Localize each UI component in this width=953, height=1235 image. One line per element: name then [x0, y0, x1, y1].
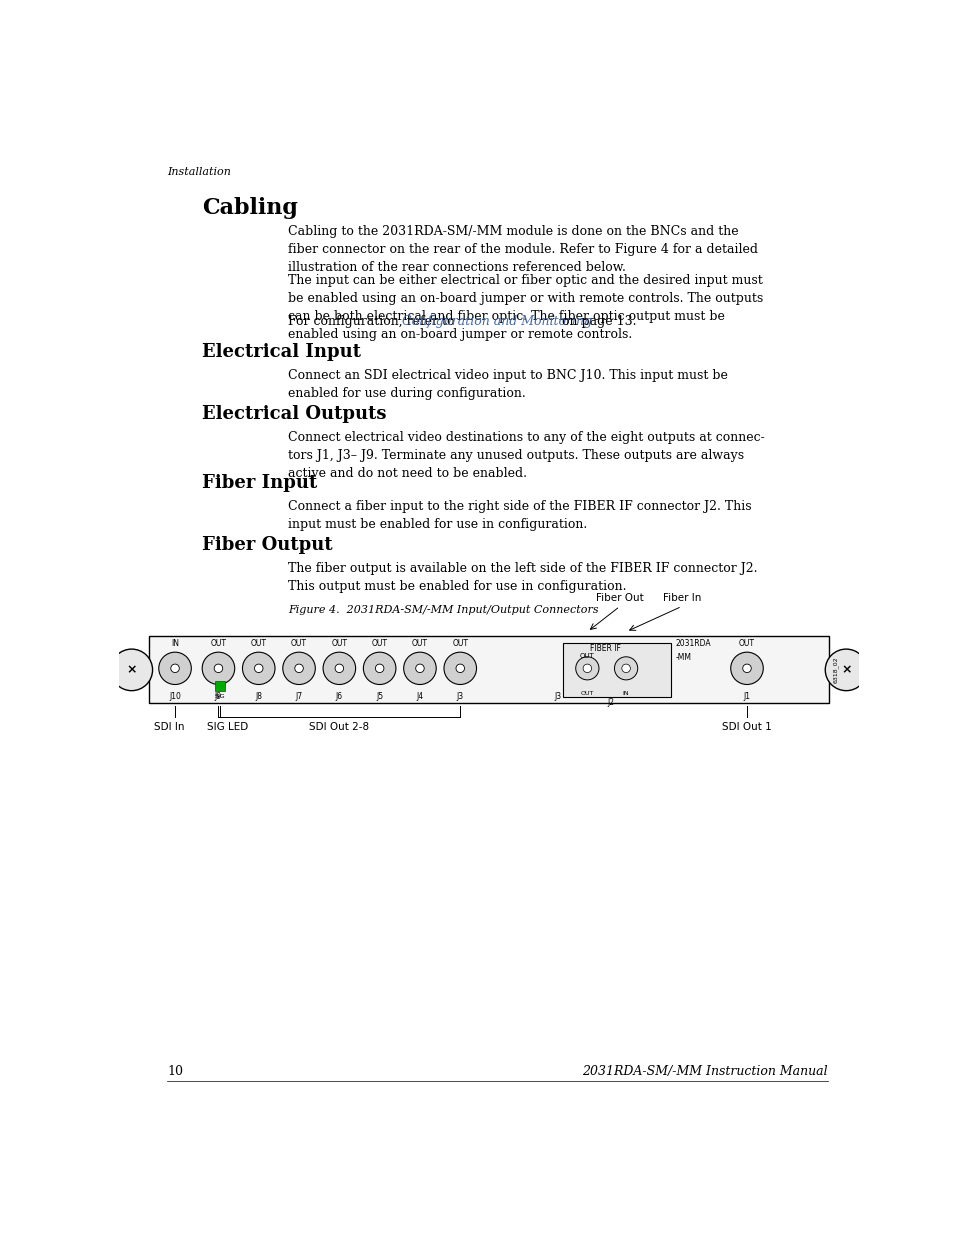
Text: The input can be either electrical or fiber optic and the desired input must
be : The input can be either electrical or fi…: [288, 274, 762, 341]
Text: J3: J3: [554, 692, 561, 701]
Bar: [149, 636, 828, 704]
Circle shape: [582, 664, 591, 673]
Text: SDI In: SDI In: [153, 721, 184, 732]
Text: OUT: OUT: [579, 653, 594, 659]
Text: 2031RDA-SM/-MM Instruction Manual: 2031RDA-SM/-MM Instruction Manual: [581, 1065, 827, 1078]
Circle shape: [171, 664, 179, 673]
Circle shape: [363, 652, 395, 684]
Text: J3: J3: [456, 692, 463, 701]
Text: ×: ×: [126, 663, 137, 677]
Circle shape: [111, 650, 152, 690]
Text: SDI Out 2-8: SDI Out 2-8: [309, 721, 369, 732]
Text: SIG: SIG: [214, 694, 225, 699]
Text: J6: J6: [335, 692, 342, 701]
Circle shape: [323, 652, 355, 684]
Text: SDI Out 1: SDI Out 1: [721, 721, 771, 732]
Text: J7: J7: [295, 692, 302, 701]
Text: FIBER IF: FIBER IF: [589, 645, 620, 653]
Circle shape: [214, 664, 222, 673]
Text: J10: J10: [169, 692, 181, 701]
Text: The fiber output is available on the left side of the FIBER IF connector J2.
Thi: The fiber output is available on the lef…: [288, 562, 757, 593]
Text: 2031RDA: 2031RDA: [675, 640, 711, 648]
Text: OUT: OUT: [452, 640, 468, 648]
Text: Connect an SDI electrical video input to BNC J10. This input must be
enabled for: Connect an SDI electrical video input to…: [288, 369, 727, 400]
Text: ×: ×: [840, 663, 851, 677]
Circle shape: [621, 664, 630, 673]
Text: For configuration, refer to: For configuration, refer to: [288, 315, 458, 329]
Text: Connect electrical video destinations to any of the eight outputs at connec-
tor: Connect electrical video destinations to…: [288, 431, 764, 479]
Circle shape: [742, 664, 750, 673]
Circle shape: [824, 650, 866, 690]
Circle shape: [403, 652, 436, 684]
Circle shape: [416, 664, 424, 673]
Circle shape: [202, 652, 234, 684]
Text: OUT: OUT: [372, 640, 387, 648]
Bar: [214, 682, 225, 692]
Text: Fiber Input: Fiber Input: [202, 474, 317, 492]
Text: -MM: -MM: [675, 653, 691, 662]
Text: OUT: OUT: [739, 640, 754, 648]
Text: OUT: OUT: [412, 640, 428, 648]
Text: OUT: OUT: [331, 640, 347, 648]
Text: OUT: OUT: [211, 640, 226, 648]
Text: Fiber Output: Fiber Output: [202, 536, 333, 553]
Circle shape: [375, 664, 383, 673]
Circle shape: [294, 664, 303, 673]
Bar: [562, 642, 670, 698]
Text: J5: J5: [375, 692, 383, 701]
Text: OUT: OUT: [580, 690, 594, 695]
Text: 6318_02: 6318_02: [832, 657, 838, 683]
Text: Electrical Input: Electrical Input: [202, 343, 361, 361]
Text: SIG LED: SIG LED: [207, 721, 248, 732]
Text: IN: IN: [622, 690, 629, 695]
Text: Electrical Outputs: Electrical Outputs: [202, 405, 386, 422]
Text: OUT: OUT: [291, 640, 307, 648]
Circle shape: [254, 664, 263, 673]
Text: OUT: OUT: [251, 640, 267, 648]
Text: Cabling to the 2031RDA-SM/-MM module is done on the BNCs and the
fiber connector: Cabling to the 2031RDA-SM/-MM module is …: [288, 225, 758, 274]
Text: J2: J2: [606, 698, 614, 706]
Text: J9: J9: [214, 692, 222, 701]
Circle shape: [614, 657, 637, 680]
Text: on page 13.: on page 13.: [558, 315, 636, 329]
Circle shape: [575, 657, 598, 680]
Text: Cabling: Cabling: [202, 196, 297, 219]
Text: Fiber Out: Fiber Out: [596, 593, 643, 603]
Text: Fiber In: Fiber In: [662, 593, 700, 603]
Circle shape: [282, 652, 315, 684]
Circle shape: [443, 652, 476, 684]
Text: Figure 4.  2031RDA-SM/-MM Input/Output Connectors: Figure 4. 2031RDA-SM/-MM Input/Output Co…: [288, 605, 598, 615]
Text: IN: IN: [171, 640, 179, 648]
Text: 10: 10: [167, 1065, 183, 1078]
Circle shape: [456, 664, 464, 673]
Text: J8: J8: [255, 692, 262, 701]
Text: Installation: Installation: [167, 168, 231, 178]
Circle shape: [730, 652, 762, 684]
Text: J4: J4: [416, 692, 423, 701]
Circle shape: [335, 664, 343, 673]
Text: J1: J1: [742, 692, 750, 701]
Text: Configuration and Monitoring: Configuration and Monitoring: [402, 315, 592, 329]
Text: Connect a fiber input to the right side of the FIBER IF connector J2. This
input: Connect a fiber input to the right side …: [288, 500, 751, 531]
Circle shape: [242, 652, 274, 684]
Circle shape: [158, 652, 192, 684]
